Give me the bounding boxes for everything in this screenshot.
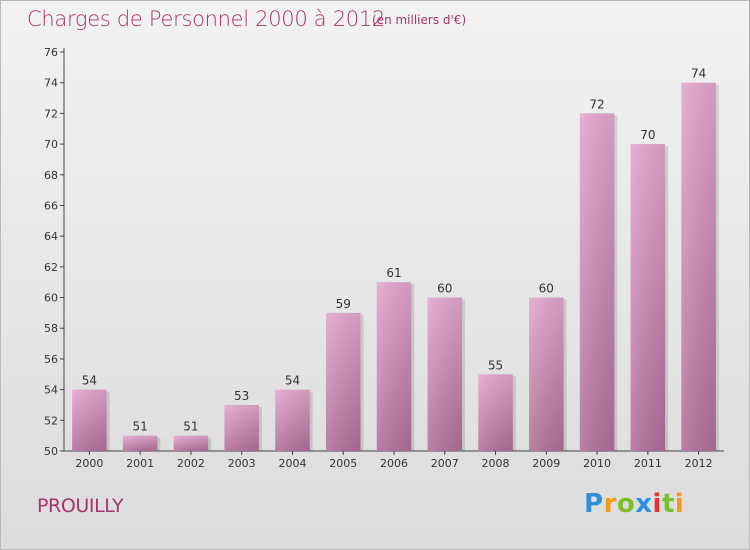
bar-value-label: 74 [691,67,706,81]
y-tick-label: 64 [44,230,58,243]
y-tick-label: 68 [44,169,58,182]
bar-value-label: 61 [386,266,401,280]
bar-shade [579,113,615,451]
commune-name: PROUILLY [37,495,124,517]
bar-shade [681,82,716,451]
bar-value-label: 51 [183,420,198,434]
proxiti-logo[interactable]: Proxiti [584,489,684,519]
bar-shade [224,404,259,451]
y-tick-label: 62 [44,261,58,274]
bar-value-label: 51 [133,420,148,434]
bar-value-label: 70 [640,128,655,142]
y-tick-label: 56 [44,353,58,366]
bar-shade [275,389,310,451]
x-tick-label: 2010 [583,457,611,470]
y-tick-label: 52 [44,414,58,427]
bar-value-label: 54 [82,374,97,388]
bar-value-label: 54 [285,374,300,388]
logo-letter: P [584,489,604,519]
chart-title: Charges de Personnel 2000 à 2012 [27,7,385,31]
bar-shade [72,389,107,451]
bar-shade [630,144,666,452]
y-tick-label: 66 [44,199,58,212]
bar-value-label: 72 [589,97,604,111]
x-tick-label: 2012 [685,457,713,470]
bar-value-label: 60 [437,282,452,296]
y-tick-label: 50 [44,445,58,458]
bar-shade [325,312,361,451]
x-tick-label: 2007 [431,457,459,470]
x-tick-label: 2002 [177,457,205,470]
x-tick-label: 2009 [532,457,560,470]
y-tick-label: 76 [44,46,58,59]
bar-value-label: 59 [336,297,351,311]
x-tick-label: 2005 [329,457,357,470]
bar-shade [427,297,463,451]
x-tick-label: 2011 [634,457,662,470]
bar-shade [376,282,412,451]
y-tick-label: 58 [44,322,58,335]
y-tick-label: 70 [44,138,58,151]
bar-shade [478,374,513,451]
logo-letter: o [616,489,636,519]
logo-letter: r [603,489,617,519]
logo-letter: i [652,489,662,519]
x-tick-label: 2006 [380,457,408,470]
bar-value-label: 60 [539,282,554,296]
logo-letter: i [674,489,685,519]
x-tick-label: 2008 [482,457,510,470]
bar-value-label: 53 [234,389,249,403]
y-tick-label: 60 [44,292,58,305]
bar-value-label: 55 [488,358,503,372]
y-tick-label: 74 [44,77,58,90]
logo-letter: t [661,489,675,519]
bar-shade [173,435,209,451]
x-tick-label: 2000 [75,457,103,470]
y-tick-label: 72 [44,107,58,120]
bar-shade [529,297,564,451]
x-tick-label: 2001 [126,457,154,470]
bar-shade [122,435,158,451]
x-tick-label: 2004 [278,457,306,470]
chart-subtitle: (en milliers d'€) [372,13,467,27]
logo-letter: x [635,489,653,519]
x-tick-label: 2003 [228,457,256,470]
y-tick-label: 54 [44,384,58,397]
